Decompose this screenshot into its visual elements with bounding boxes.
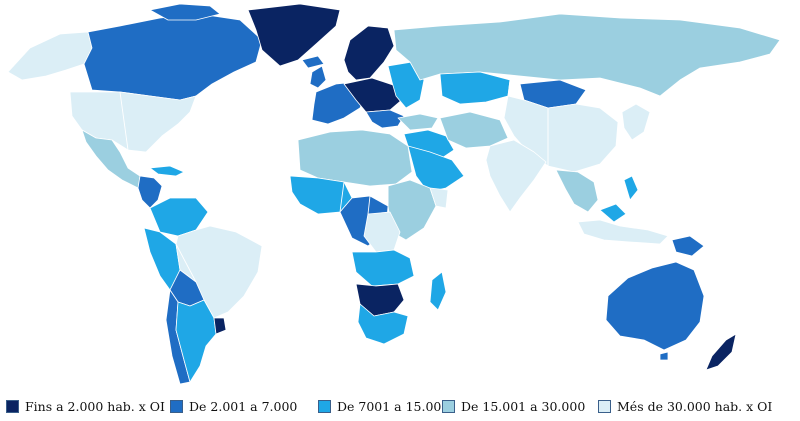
region-canada xyxy=(83,13,263,101)
region-argentina xyxy=(175,299,217,383)
region-british-isles xyxy=(309,65,327,89)
legend-item-2: De 2.001 a 7.000 xyxy=(170,399,297,414)
region-southeast-asia xyxy=(555,169,599,213)
region-australia xyxy=(605,261,705,351)
region-russia xyxy=(393,13,781,97)
legend-item-4: De 15.001 a 30.000 xyxy=(442,399,585,414)
world-choropleth-map xyxy=(7,3,781,385)
region-caribbean xyxy=(149,165,185,177)
region-greenland xyxy=(247,3,341,67)
legend-item-5: Més de 30.000 hab. x OI xyxy=(598,399,772,414)
region-canada-arctic-islands xyxy=(149,3,221,21)
region-iceland xyxy=(301,55,325,69)
region-scandinavia xyxy=(343,25,395,81)
region-borneo xyxy=(599,203,627,223)
region-kazakhstan xyxy=(439,71,511,105)
map-legend: Fins a 2.000 hab. x OI De 2.001 a 7.000 … xyxy=(0,396,800,418)
region-colombia-venezuela xyxy=(149,197,209,237)
legend-swatch-4 xyxy=(442,400,455,413)
region-north-africa xyxy=(297,129,413,187)
legend-label-1: Fins a 2.000 hab. x OI xyxy=(25,399,165,414)
region-arabian-peninsula xyxy=(407,145,465,193)
region-tasmania xyxy=(659,351,669,361)
legend-item-3: De 7001 a 15.000 xyxy=(318,399,449,414)
region-india xyxy=(485,139,547,213)
region-south-africa xyxy=(357,303,409,345)
region-new-zealand xyxy=(705,333,737,371)
legend-label-5: Més de 30.000 hab. x OI xyxy=(617,399,773,414)
region-uruguay xyxy=(213,317,227,335)
region-central-america xyxy=(137,175,163,209)
region-turkey xyxy=(397,113,439,131)
region-indonesia xyxy=(577,219,669,245)
legend-label-4: De 15.001 a 30.000 xyxy=(461,399,586,414)
legend-swatch-2 xyxy=(170,400,183,413)
region-philippines xyxy=(623,175,639,201)
legend-item-1: Fins a 2.000 hab. x OI xyxy=(6,399,165,414)
legend-label-2: De 2.001 a 7.000 xyxy=(189,399,298,414)
legend-label-3: De 7001 a 15.000 xyxy=(337,399,450,414)
region-balkans xyxy=(365,109,405,129)
border-lines xyxy=(119,79,549,283)
region-iran-afghanistan xyxy=(439,111,509,149)
region-horn-of-africa xyxy=(429,187,449,209)
region-korea-japan xyxy=(621,103,651,141)
legend-swatch-5 xyxy=(598,400,611,413)
legend-swatch-1 xyxy=(6,400,19,413)
legend-swatch-3 xyxy=(318,400,331,413)
region-central-europe xyxy=(343,77,405,113)
region-alaska xyxy=(7,31,93,81)
region-papua-new-guinea xyxy=(671,235,705,257)
region-madagascar xyxy=(429,271,447,311)
region-southern-central-africa xyxy=(351,249,415,287)
